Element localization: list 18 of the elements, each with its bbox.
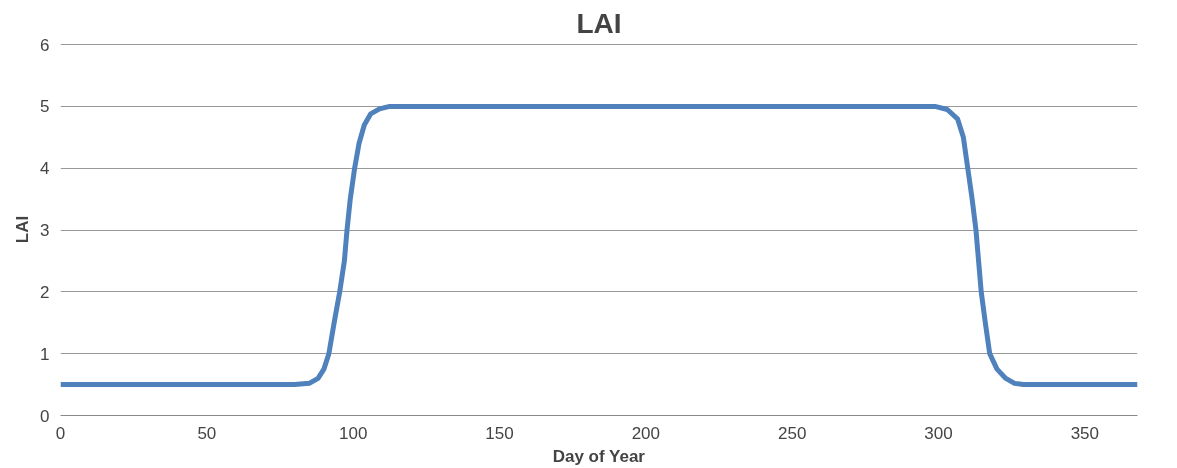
x-tick-label: 100 [338,423,368,443]
y-tick-label: 6 [40,35,50,55]
x-axis-title: Day of Year [552,446,646,466]
y-axis-title: LAI [13,215,33,244]
x-tick-label: 250 [777,423,807,443]
x-tick-label: 350 [1070,423,1100,443]
chart-title: LAI [576,7,622,39]
y-tick-label: 1 [40,344,50,364]
x-tick-label: 150 [485,423,514,443]
y-tick-label: 0 [40,406,50,426]
x-tick-label: 0 [55,423,66,443]
x-tick-label: 50 [197,423,217,443]
y-tick-label: 2 [40,282,50,302]
x-tick-label: 200 [631,423,661,443]
x-tick-label: 300 [924,423,953,443]
y-tick-label: 3 [40,221,50,241]
y-tick-label: 5 [40,97,50,117]
y-tick-label: 4 [40,159,50,179]
